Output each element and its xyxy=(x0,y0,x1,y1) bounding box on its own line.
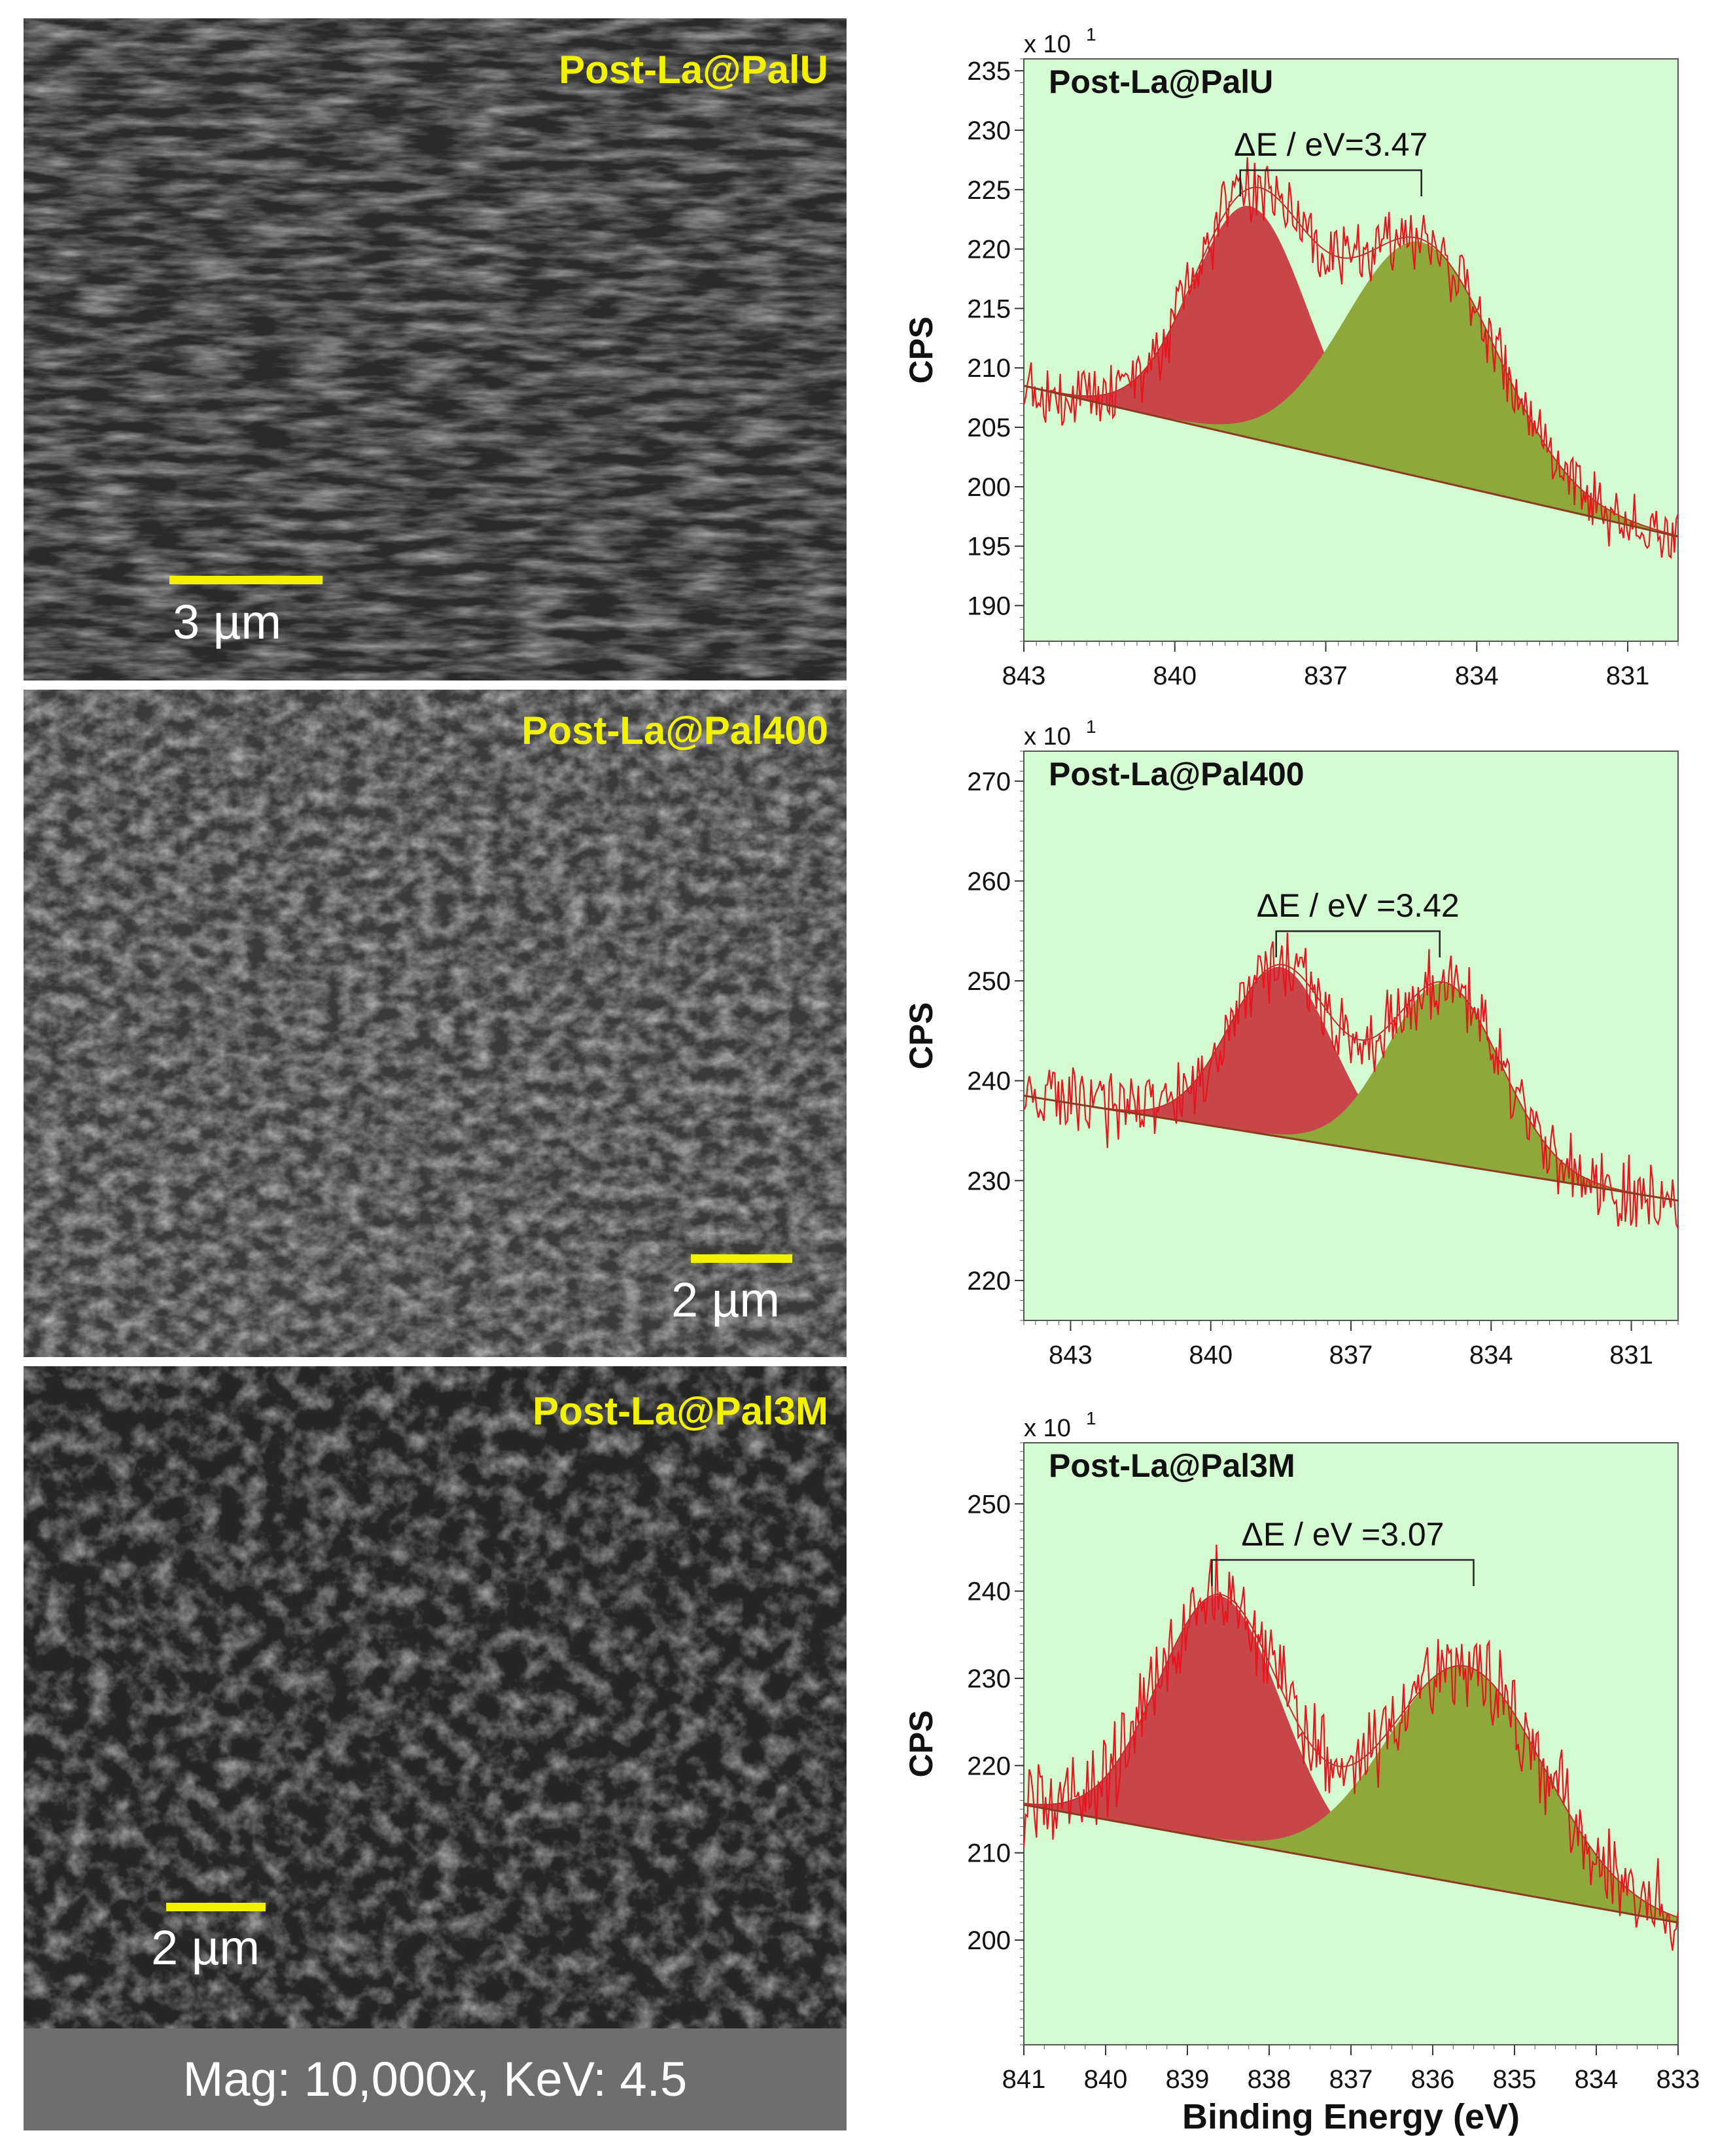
xps-chart-3: ΔE / eV =3.07 Post-La@Pal3M x 10 1 200 210 220… xyxy=(903,1408,1700,2136)
sem-panel-2: Post-La@Pal400 2 µm xyxy=(24,690,847,1357)
scale-bar xyxy=(691,1254,792,1263)
y-tick-label: 230 xyxy=(967,1167,1011,1195)
sem-texture xyxy=(24,18,847,680)
axis-multiplier-exponent: 1 xyxy=(1086,1408,1096,1428)
axis-multiplier: x 10 xyxy=(1024,1415,1071,1442)
x-tick-label: 843 xyxy=(1002,662,1046,690)
y-tick-label: 195 xyxy=(967,533,1011,561)
delta-e-bracket xyxy=(1275,930,1441,958)
y-tick-label: 210 xyxy=(967,354,1011,383)
y-tick-label: 220 xyxy=(967,1267,1011,1296)
sem-sample-label: Post-La@Pal400 xyxy=(521,709,828,752)
y-tick-label: 210 xyxy=(967,1839,1011,1868)
peak-1-fill xyxy=(1024,1595,1678,1923)
sem-sample-label: Post-La@PalU xyxy=(559,48,828,92)
y-axis-label: CPS xyxy=(903,1002,939,1070)
xps-chart-2: ΔE / eV =3.42 Post-La@Pal400 x 10 1 220 230 24… xyxy=(903,716,1679,1366)
y-tick-label: 215 xyxy=(967,294,1011,323)
y-tick-label: 250 xyxy=(967,967,1011,996)
x-axis-label: Binding Energy (eV) xyxy=(1182,2097,1520,2136)
peak-2-fill xyxy=(1024,1665,1678,1923)
delta-e-bracket xyxy=(1239,169,1422,197)
raw-spectrum-line xyxy=(1023,932,1679,1229)
fit-envelope-line xyxy=(1023,186,1679,537)
sem-texture xyxy=(24,690,847,1357)
y-tick-label: 240 xyxy=(967,1578,1011,1606)
x-tick-label: 833 xyxy=(1656,2065,1700,2094)
axis-multiplier-exponent: 1 xyxy=(1086,24,1096,44)
x-tick-label: 839 xyxy=(1166,2065,1210,2094)
y-tick-label: 270 xyxy=(967,768,1011,796)
axis-multiplier: x 10 xyxy=(1024,723,1071,751)
y-tick-label: 250 xyxy=(967,1490,1011,1519)
peak-2-fill xyxy=(1024,983,1678,1201)
x-tick-label: 836 xyxy=(1411,2065,1455,2094)
x-tick-label: 843 xyxy=(1049,1341,1093,1366)
x-tick-label: 841 xyxy=(1002,2065,1046,2094)
x-tick-label: 834 xyxy=(1469,1341,1513,1366)
peak-2-fill xyxy=(1024,241,1678,537)
y-tick-label: 230 xyxy=(967,1665,1011,1693)
peak-1-fill xyxy=(1024,205,1678,537)
sem-panel-1: Post-La@PalU 3 µm xyxy=(24,18,847,680)
y-tick-label: 220 xyxy=(967,1752,1011,1780)
y-tick-label: 235 xyxy=(967,57,1011,86)
delta-e-bracket xyxy=(1211,1559,1475,1586)
x-tick-label: 837 xyxy=(1304,662,1348,690)
chart-title: Post-La@PalU xyxy=(1049,63,1273,100)
x-tick-label: 837 xyxy=(1329,2065,1373,2094)
y-tick-label: 260 xyxy=(967,867,1011,896)
y-tick-label: 220 xyxy=(967,236,1011,264)
delta-e-annotation: ΔE / eV =3.07 xyxy=(1242,1516,1445,1553)
chart-title: Post-La@Pal3M xyxy=(1049,1447,1295,1484)
y-tick-label: 230 xyxy=(967,116,1011,145)
scale-bar xyxy=(169,576,323,584)
raw-spectrum-line xyxy=(1023,157,1679,559)
baseline-line xyxy=(1023,1095,1679,1202)
sem-caption: Mag: 10,000x, KeV: 4.5 xyxy=(24,2028,847,2130)
baseline-line xyxy=(1023,385,1679,538)
delta-e-annotation: ΔE / eV =3.42 xyxy=(1257,887,1460,924)
x-tick-label: 840 xyxy=(1153,662,1197,690)
y-tick-label: 205 xyxy=(967,414,1011,442)
y-axis-label: CPS xyxy=(903,317,939,384)
x-tick-label: 840 xyxy=(1084,2065,1128,2094)
axis-multiplier-exponent: 1 xyxy=(1086,716,1096,737)
axis-multiplier: x 10 xyxy=(1024,31,1071,58)
sem-sample-label: Post-La@Pal3M xyxy=(533,1389,828,1433)
scale-bar xyxy=(166,1903,266,1911)
x-tick-label: 834 xyxy=(1455,662,1499,690)
y-tick-label: 200 xyxy=(967,473,1011,502)
raw-spectrum-line xyxy=(1023,1544,1679,1951)
scale-bar-label: 2 µm xyxy=(671,1273,780,1327)
y-axis-label: CPS xyxy=(903,1710,939,1778)
baseline-line xyxy=(1023,1803,1679,1924)
y-tick-label: 240 xyxy=(967,1067,1011,1096)
chart-title: Post-La@Pal400 xyxy=(1049,756,1305,792)
xps-chart-1: ΔE / eV=3.47 Post-La@PalU x 10 1 190 195 200 20… xyxy=(903,24,1679,690)
scale-bar-label: 2 µm xyxy=(151,1920,260,1975)
x-tick-label: 837 xyxy=(1329,1341,1373,1366)
x-tick-label: 840 xyxy=(1189,1341,1233,1366)
x-tick-label: 831 xyxy=(1606,662,1650,690)
x-tick-label: 831 xyxy=(1609,1341,1653,1366)
x-tick-label: 835 xyxy=(1493,2065,1537,2094)
fit-envelope-line xyxy=(1023,1593,1679,1918)
scale-bar-label: 3 µm xyxy=(173,595,281,649)
y-tick-label: 200 xyxy=(967,1926,1011,1955)
x-tick-label: 838 xyxy=(1248,2065,1291,2094)
y-tick-label: 225 xyxy=(967,176,1011,205)
sem-texture xyxy=(24,1366,847,2028)
y-tick-label: 190 xyxy=(967,592,1011,621)
sem-panel-3: Post-La@Pal3M 2 µm xyxy=(24,1366,847,2028)
x-tick-label: 834 xyxy=(1575,2065,1619,2094)
delta-e-annotation: ΔE / eV=3.47 xyxy=(1234,126,1427,163)
peak-1-fill xyxy=(1024,966,1678,1201)
fit-envelope-line xyxy=(1023,964,1679,1201)
